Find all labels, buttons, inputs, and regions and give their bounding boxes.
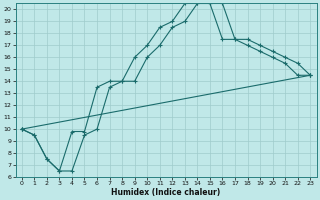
X-axis label: Humidex (Indice chaleur): Humidex (Indice chaleur) [111, 188, 221, 197]
